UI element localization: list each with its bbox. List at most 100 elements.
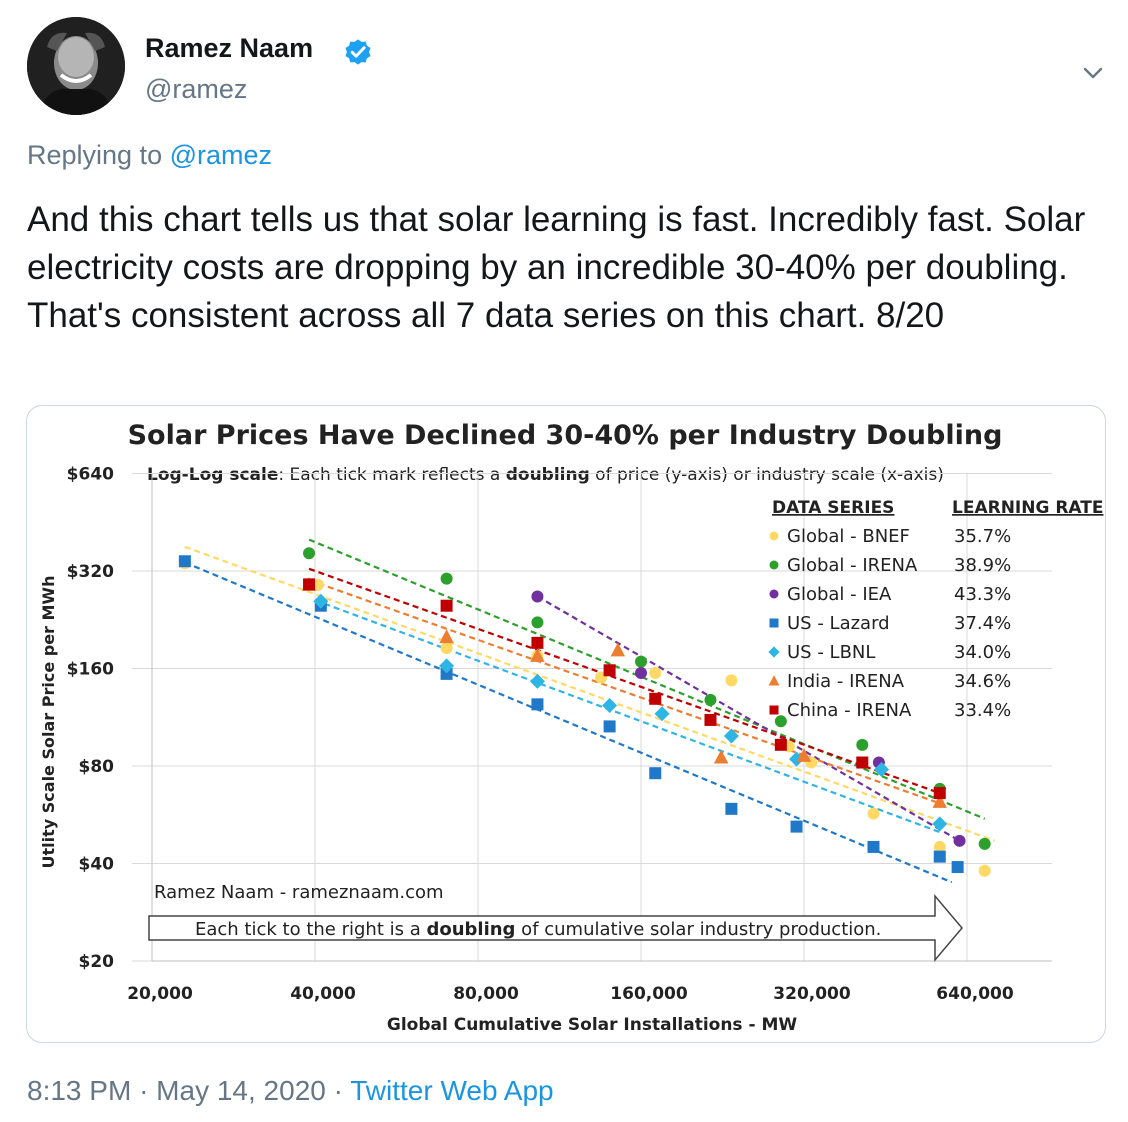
data-point [978,837,991,850]
data-point [531,590,544,603]
reply-prefix: Replying to [27,140,163,170]
data-point [932,794,947,808]
avatar[interactable] [27,17,125,115]
data-point [440,599,453,612]
data-point [790,820,803,833]
data-point [603,664,616,677]
data-point [531,698,544,711]
tweet-meta: 8:13 PM · May 14, 2020 · Twitter Web App [27,1075,554,1107]
data-point [603,720,616,733]
trend-line [536,595,961,842]
data-point [649,666,662,679]
data-point [933,840,946,853]
data-point [867,807,880,820]
data-point [530,648,545,662]
data-point [713,749,729,764]
data-point [635,655,647,668]
author-name[interactable]: Ramez Naam [145,33,314,63]
chart-subtitle: Log-Log scale: Each tick mark reflects a… [147,465,944,485]
trend-line [314,599,941,834]
chart-annotations: Ramez Naam - rameznaam.com Each tick to t… [148,882,963,963]
data-point [610,642,626,657]
data-point [933,850,946,863]
tweet-time[interactable]: 8:13 PM [27,1075,132,1106]
legend-marker [768,646,780,658]
reply-mention-link[interactable]: @ramez [169,140,273,170]
legend-marker [769,531,779,541]
legend-series-name: Global - IEA [787,584,892,605]
legend-series-name: India - IRENA [787,671,905,692]
legend-learning-rate: 38.9% [954,555,1011,576]
data-point [649,692,662,705]
legend-learning-rate: 34.0% [954,642,1011,663]
avatar-photo [27,17,125,115]
chart-legend: DATA SERIES LEARNING RATE Global - BNEF 35.… [768,498,1103,721]
meta-separator: · [139,1075,149,1106]
legend-series-name: US - Lazard [787,613,890,634]
trend-line [308,579,936,803]
data-point [303,547,316,560]
chart-title: Solar Prices Have Declined 30-40% per In… [128,420,1003,451]
trend-line [308,538,986,820]
data-point [774,738,787,751]
data-point [439,658,455,674]
data-point [635,666,647,679]
chart-xlabel: Global Cumulative Solar Installations - … [387,1015,797,1035]
data-point [796,748,812,762]
y-tick-label: $20 [79,952,115,972]
legend-learning-rate: 34.6% [954,671,1011,692]
data-point [303,578,316,591]
data-point [933,787,946,800]
data-point [953,834,966,847]
legend-header-series: DATA SERIES [772,498,894,518]
legend-marker [768,675,780,686]
y-tick-label: $40 [79,855,115,875]
data-point [932,816,948,832]
y-tick-label: $640 [67,465,114,485]
data-point [951,861,964,874]
data-point [723,728,739,744]
x-tick-label: 640,000 [936,984,1014,1004]
tweet-source-link[interactable]: Twitter Web App [350,1075,554,1106]
data-point [978,864,991,877]
legend-series-name: US - LBNL [787,642,875,663]
y-tick-label: $80 [79,757,115,777]
x-tick-label: 40,000 [290,984,356,1004]
legend-series-name: Global - IRENA [787,555,918,576]
data-point [602,697,618,713]
replying-to-line: Replying to @ramez [27,140,272,171]
legend-series-name: China - IRENA [787,700,912,721]
tweet-text: And this chart tells us that solar learn… [27,200,1086,335]
chart-credit: Ramez Naam - rameznaam.com [154,882,444,903]
data-point [725,674,738,687]
legend-marker [769,560,779,570]
data-point [725,802,738,815]
tweet-date[interactable]: May 14, 2020 [156,1075,326,1106]
trend-line [308,567,941,795]
data-point [529,673,545,689]
data-point [531,636,544,649]
legend-marker [769,705,779,715]
meta-separator: · [333,1075,343,1106]
data-point [867,840,880,853]
y-tick-label: $160 [67,660,114,680]
data-point [654,706,670,722]
tweet-media-card[interactable]: Solar Prices Have Declined 30-40% per In… [26,405,1106,1043]
author-handle[interactable]: @ramez [145,74,248,104]
x-tick-label: 80,000 [453,984,519,1004]
x-tick-label: 320,000 [773,984,851,1004]
legend-learning-rate: 35.7% [954,526,1011,547]
data-point [440,667,453,680]
solar-price-chart: Solar Prices Have Declined 30-40% per In… [39,420,1103,1035]
data-points [178,547,991,877]
trend-line [184,561,953,884]
x-tick-label: 160,000 [610,984,688,1004]
data-point [856,756,869,769]
x-tick-label: 20,000 [127,984,193,1004]
data-point [531,616,544,629]
data-point [704,693,717,706]
legend-learning-rate: 43.3% [954,584,1011,605]
chevron-down-icon[interactable] [1078,58,1108,88]
data-point [874,762,890,778]
y-tick-label: $320 [67,562,114,582]
